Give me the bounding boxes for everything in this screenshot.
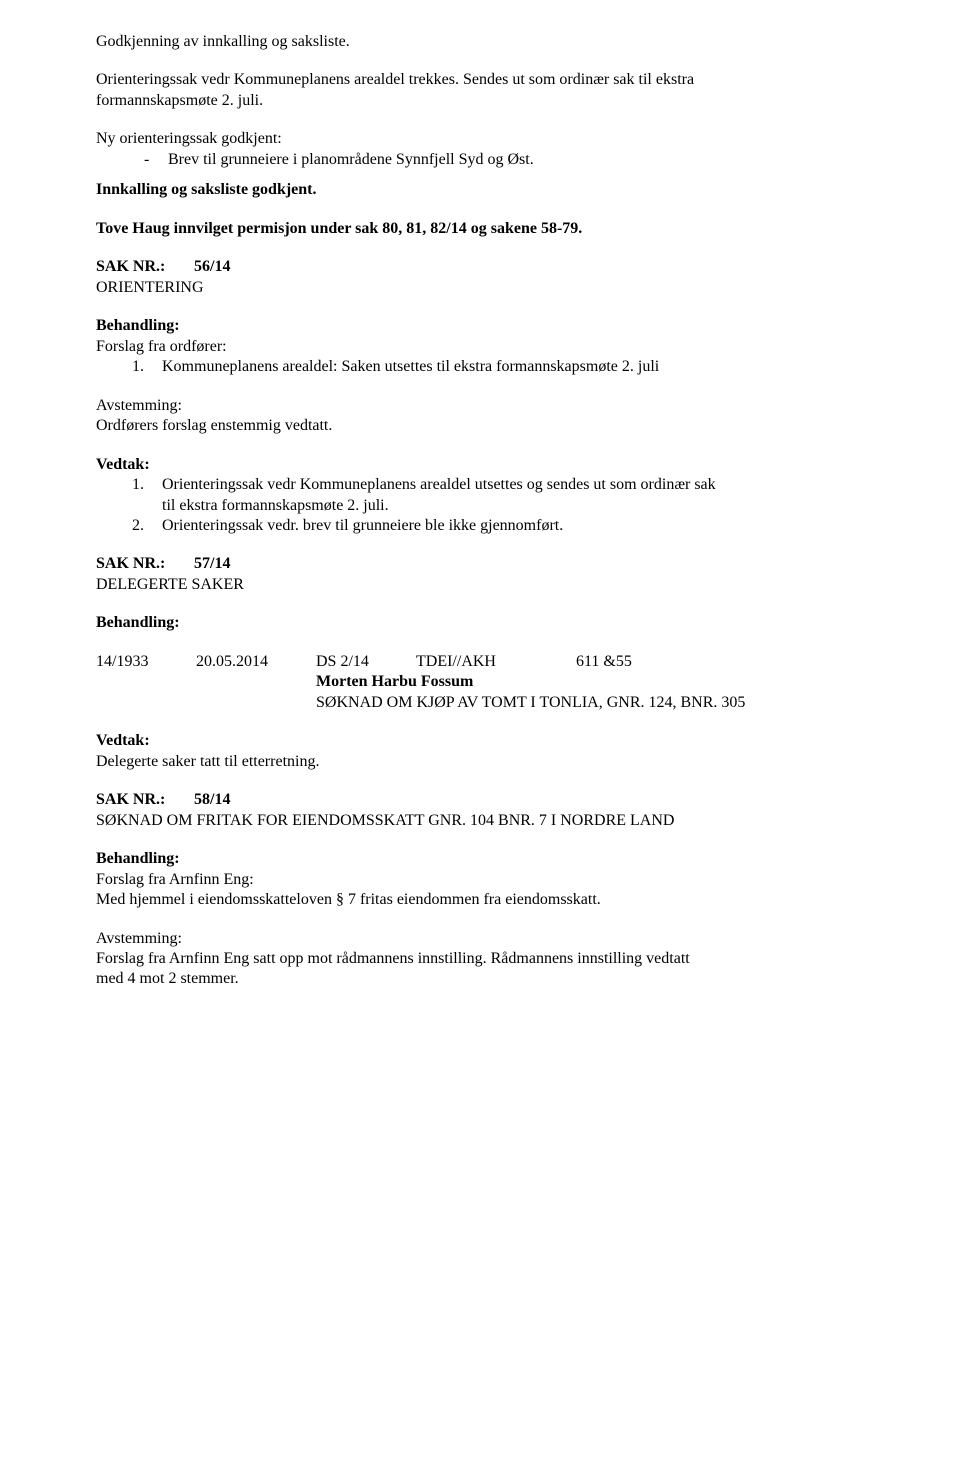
- sak57-behandling: Behandling:: [96, 613, 864, 633]
- intro-p5: Tove Haug innvilget permisjon under sak …: [96, 219, 864, 239]
- sak56-vedtak-list: 1. Orienteringssak vedr Kommuneplanens a…: [96, 475, 864, 536]
- sak56-avstemming-text: Ordførers forslag enstemmig vedtatt.: [96, 416, 864, 436]
- intro-p3-item-text: Brev til grunneiere i planområdene Synnf…: [168, 150, 534, 170]
- sak57-sub1: Morten Harbu Fossum: [96, 672, 864, 692]
- dash-marker: -: [144, 150, 168, 170]
- intro-p3-item: - Brev til grunneiere i planområdene Syn…: [144, 150, 864, 170]
- sak56-forslag-list: 1. Kommuneplanens arealdel: Saken utsett…: [96, 357, 864, 377]
- sak58-label: SAK NR.:: [96, 790, 194, 810]
- intro-p2: Orienteringssak vedr Kommuneplanens area…: [96, 70, 864, 111]
- spacer: [96, 170, 864, 180]
- sak57-row-c1: 14/1933: [96, 652, 196, 672]
- intro-p4: Innkalling og saksliste godkjent.: [96, 180, 864, 200]
- sak57-vedtak-text: Delegerte saker tatt til etterretning.: [96, 752, 864, 772]
- sak57-delegerte-block: 14/1933 20.05.2014 DS 2/14 TDEI//AKH 611…: [96, 652, 864, 713]
- sak56-vedtak-block: Vedtak: 1. Orienteringssak vedr Kommunep…: [96, 455, 864, 537]
- sak57-header: SAK NR.: 57/14 DELEGERTE SAKER: [96, 554, 864, 595]
- sak58-header: SAK NR.: 58/14 SØKNAD OM FRITAK FOR EIEN…: [96, 790, 864, 831]
- sak57-title: DELEGERTE SAKER: [96, 575, 864, 595]
- sak58-forslag-text: Med hjemmel i eiendomsskatteloven § 7 fr…: [96, 890, 864, 910]
- num-marker: 2.: [132, 516, 162, 536]
- intro-p3: Ny orienteringssak godkjent:: [96, 129, 864, 149]
- sak56-v1-line1: Orienteringssak vedr Kommuneplanens area…: [162, 476, 716, 493]
- sak56-avstemming-block: Avstemming: Ordførers forslag enstemmig …: [96, 396, 864, 437]
- intro-p1: Godkjenning av innkalling og saksliste.: [96, 32, 864, 52]
- sak56-num: 56/14: [194, 257, 230, 277]
- sak56-vedtak-item2: 2. Orienteringssak vedr. brev til grunne…: [132, 516, 864, 536]
- sak56-header: SAK NR.: 56/14 ORIENTERING: [96, 257, 864, 298]
- sak57-vedtak: Vedtak:: [96, 731, 864, 751]
- sak56-vedtak-item1-text: Orienteringssak vedr Kommuneplanens area…: [162, 475, 716, 516]
- intro-p3-block: Ny orienteringssak godkjent: - Brev til …: [96, 129, 864, 170]
- sak57-label: SAK NR.:: [96, 554, 194, 574]
- num-marker: 1.: [132, 357, 162, 377]
- sak56-forslag: Forslag fra ordfører:: [96, 337, 864, 357]
- sak57-vedtak-block: Vedtak: Delegerte saker tatt til etterre…: [96, 731, 864, 772]
- sak58-forslag: Forslag fra Arnfinn Eng:: [96, 870, 864, 890]
- sak58-avstemming-block: Avstemming: Forslag fra Arnfinn Eng satt…: [96, 929, 864, 990]
- sak58-title: SØKNAD OM FRITAK FOR EIENDOMSSKATT GNR. …: [96, 811, 864, 831]
- sak56-avstemming: Avstemming:: [96, 396, 864, 416]
- sak58-avstemming: Avstemming:: [96, 929, 864, 949]
- sak57-row-c5: 611 &55: [576, 652, 864, 672]
- sak56-forslag-item1: 1. Kommuneplanens arealdel: Saken utsett…: [132, 357, 864, 377]
- sak56-v1-line2: til ekstra formannskapsmøte 2. juli.: [162, 497, 389, 514]
- sak57-row-c3: DS 2/14: [316, 652, 416, 672]
- sak58-behandling: Behandling:: [96, 849, 864, 869]
- sak58-behandling-block: Behandling: Forslag fra Arnfinn Eng: Med…: [96, 849, 864, 910]
- num-marker: 1.: [132, 475, 162, 516]
- sak56-behandling-block: Behandling: Forslag fra ordfører: 1. Kom…: [96, 316, 864, 377]
- document-page: Godkjenning av innkalling og saksliste. …: [0, 0, 960, 1464]
- intro-p2-line1: Orienteringssak vedr Kommuneplanens area…: [96, 71, 694, 88]
- sak56-vedtak-item2-text: Orienteringssak vedr. brev til grunneier…: [162, 516, 563, 536]
- sak56-label: SAK NR.:: [96, 257, 194, 277]
- sak56-vedtak-item1: 1. Orienteringssak vedr Kommuneplanens a…: [132, 475, 864, 516]
- sak56-vedtak: Vedtak:: [96, 455, 864, 475]
- intro-p2-line2: formannskapsmøte 2. juli.: [96, 92, 263, 109]
- sak57-row-c2: 20.05.2014: [196, 652, 316, 672]
- sak58-av-line2: med 4 mot 2 stemmer.: [96, 969, 864, 989]
- sak56-title: ORIENTERING: [96, 278, 864, 298]
- sak57-row: 14/1933 20.05.2014 DS 2/14 TDEI//AKH 611…: [96, 652, 864, 672]
- intro-p3-list: - Brev til grunneiere i planområdene Syn…: [96, 150, 864, 170]
- sak56-forslag-item1-text: Kommuneplanens arealdel: Saken utsettes …: [162, 357, 659, 377]
- sak57-num: 57/14: [194, 554, 230, 574]
- sak57-row-c4: TDEI//AKH: [416, 652, 576, 672]
- sak57-sub2: SØKNAD OM KJØP AV TOMT I TONLIA, GNR. 12…: [96, 693, 864, 713]
- sak58-av-line1: Forslag fra Arnfinn Eng satt opp mot råd…: [96, 949, 864, 969]
- sak56-behandling: Behandling:: [96, 316, 864, 336]
- sak58-num: 58/14: [194, 790, 230, 810]
